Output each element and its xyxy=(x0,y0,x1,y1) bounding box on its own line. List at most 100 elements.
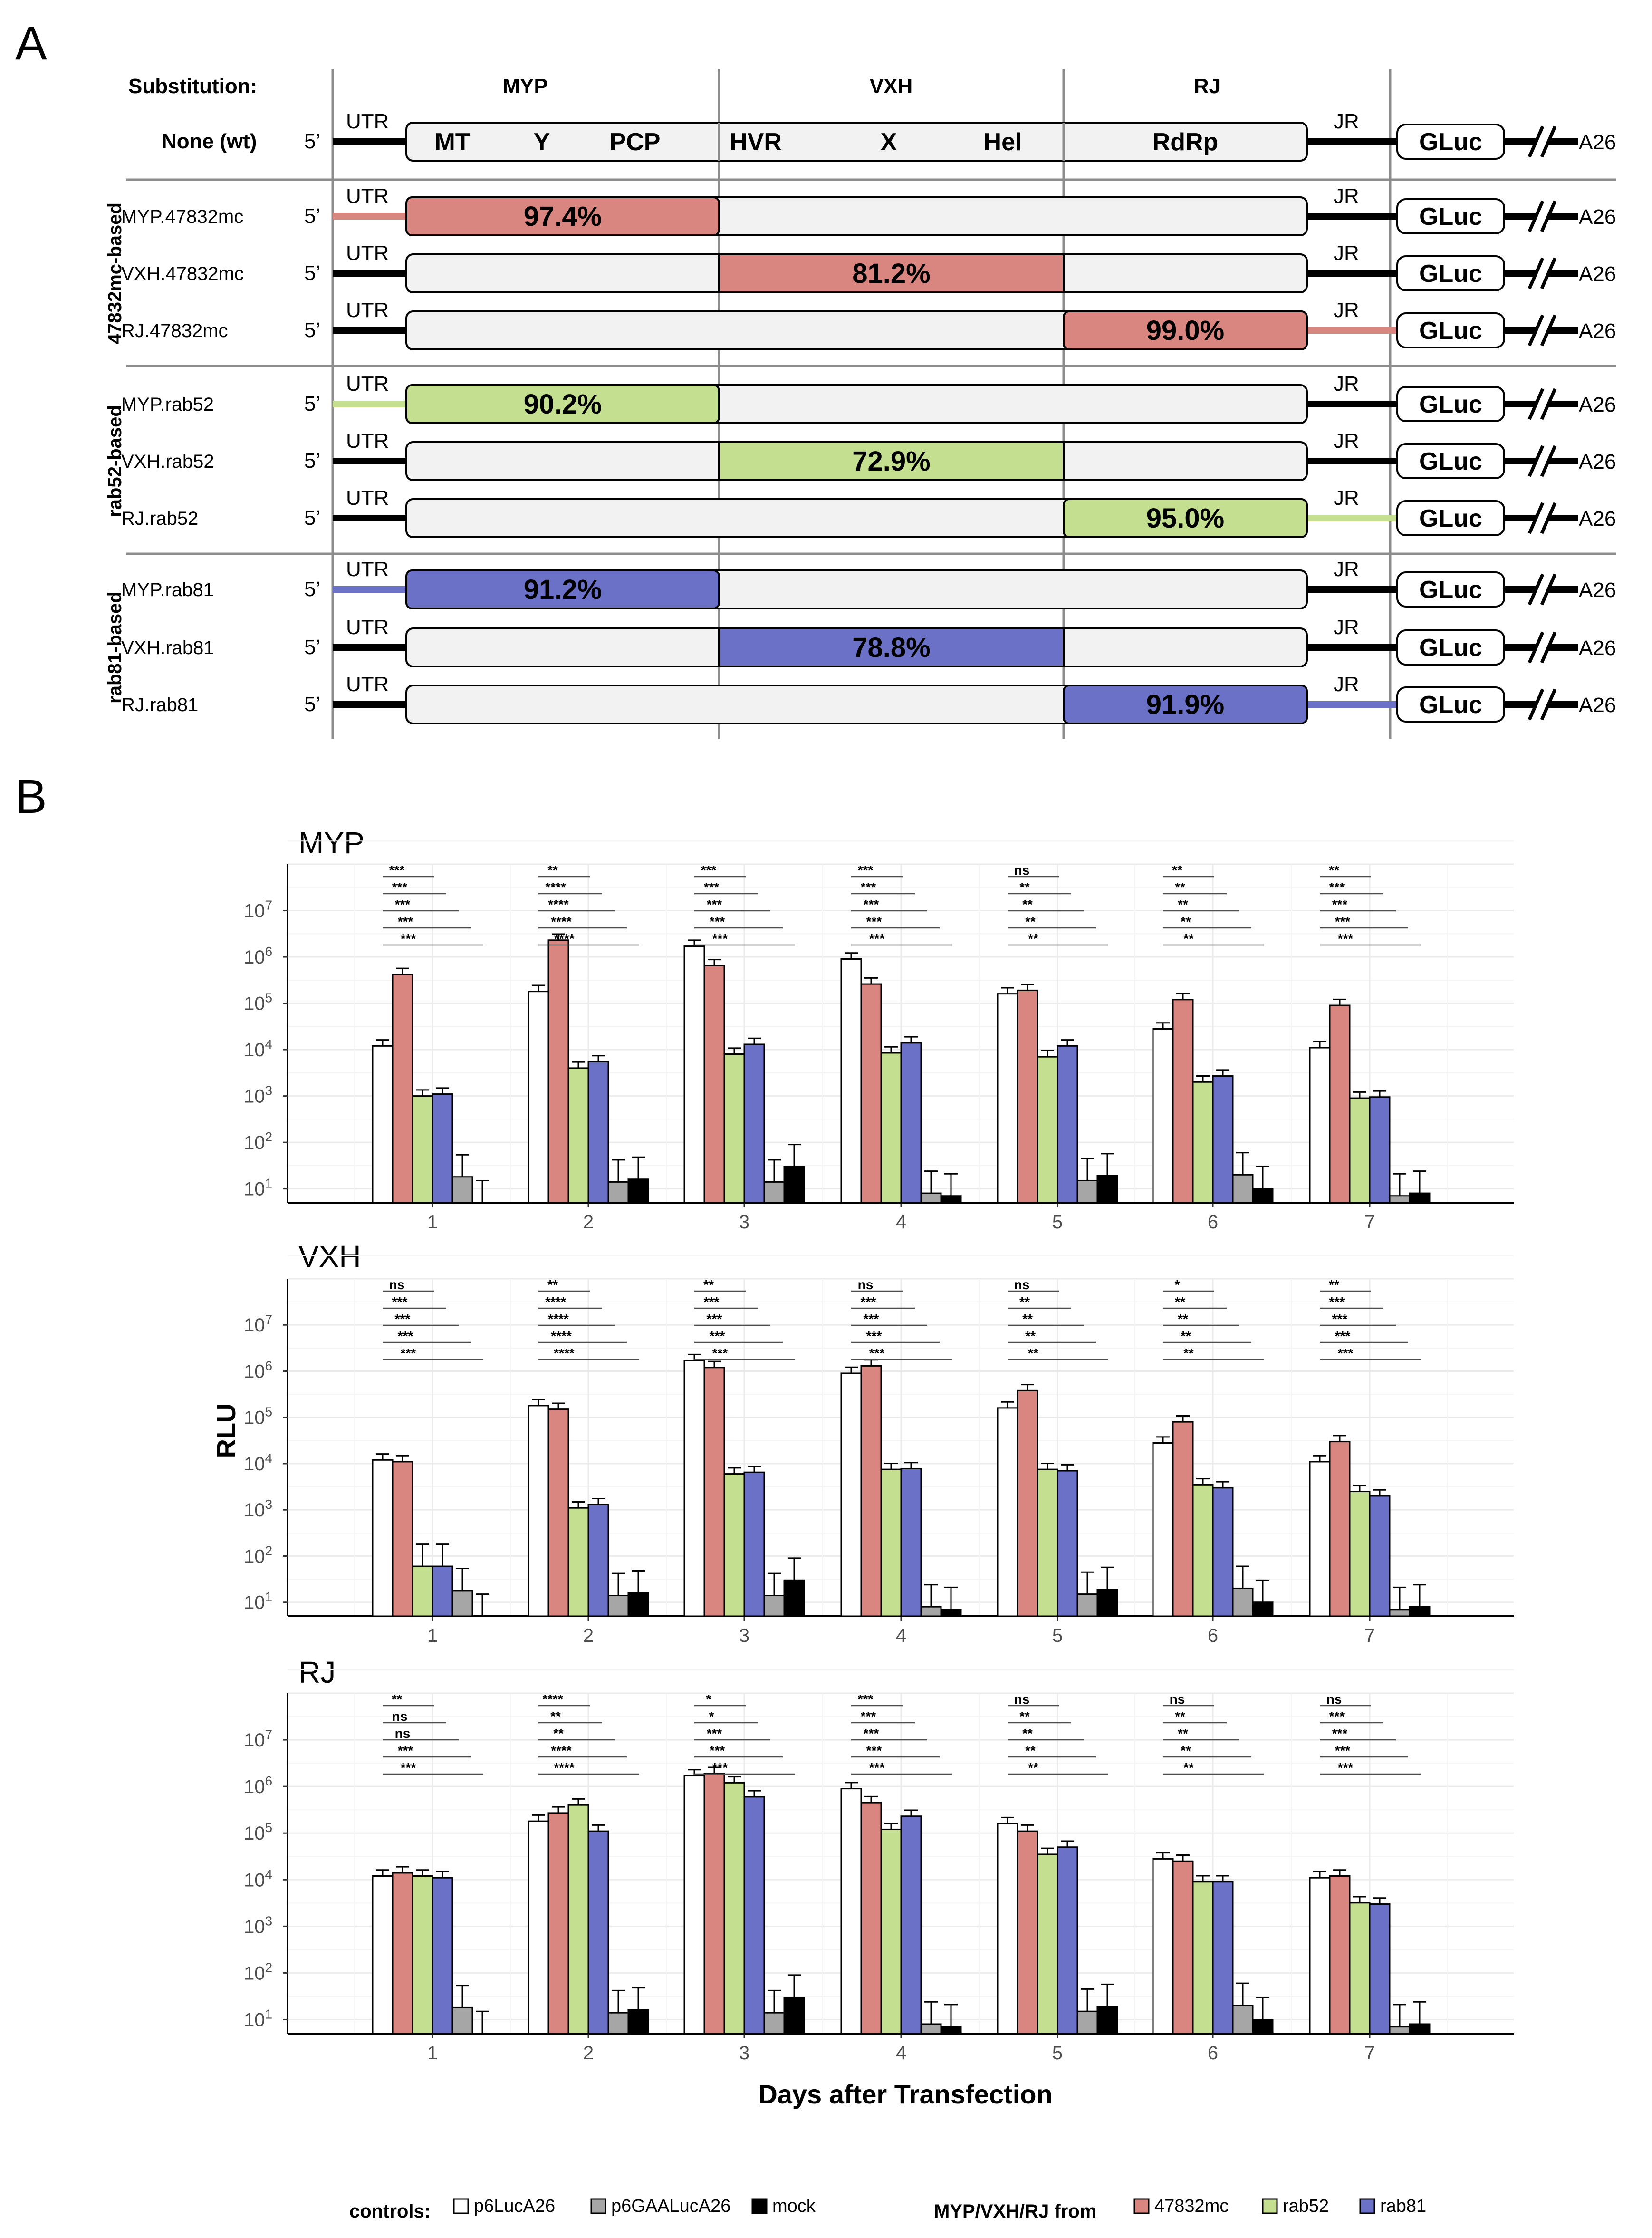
significance-label: ** xyxy=(1178,897,1188,912)
significance-label: *** xyxy=(1335,914,1351,929)
bar-47832mc xyxy=(547,1408,569,1617)
bar-p6LucA26 xyxy=(683,1360,705,1617)
significance-label: **** xyxy=(554,1346,575,1360)
bar-47832mc xyxy=(1017,1830,1038,2035)
significance-label: ** xyxy=(703,1277,714,1292)
five-prime-label: 5’ xyxy=(304,130,320,153)
x-tick-label: 7 xyxy=(1364,1212,1375,1233)
significance-label: *** xyxy=(392,880,408,895)
bar-47832mc xyxy=(1329,1004,1351,1204)
bar-rab52 xyxy=(1192,1881,1214,2035)
x-tick-label: 3 xyxy=(739,1625,749,1646)
identity-percent: 81.2% xyxy=(852,258,930,289)
bar-rab81 xyxy=(743,1043,765,1204)
bar-rab52 xyxy=(880,1468,902,1617)
substituted-region xyxy=(718,253,1065,293)
significance-label: **** xyxy=(554,931,575,946)
bar-p6LucA26 xyxy=(997,1407,1018,1617)
x-tick-label: 5 xyxy=(1052,2043,1063,2064)
bar-rab52 xyxy=(412,1875,433,2035)
significance-label: *** xyxy=(712,1346,728,1360)
legend-swatch-rab81 xyxy=(1359,2198,1375,2214)
y-tick-label: 105 xyxy=(244,991,272,1014)
bar-p6LucA26 xyxy=(528,1820,549,2035)
significance-label: ** xyxy=(1028,931,1038,946)
bar-p6LucA26 xyxy=(528,991,549,1204)
significance-label: ** xyxy=(1022,1726,1033,1741)
x-tick-label: 2 xyxy=(583,1625,594,1646)
bar-47832mc xyxy=(860,983,882,1204)
x-tick-label: 1 xyxy=(427,2043,438,2064)
header-myp: MYP xyxy=(502,75,547,98)
bar-rab81 xyxy=(1212,1881,1234,2035)
legend-swatch-47832mc xyxy=(1133,2198,1150,2214)
five-prime-label: 5’ xyxy=(304,318,320,342)
bar-p6GAALucA26 xyxy=(1232,2005,1254,2035)
bar-mock xyxy=(783,1997,805,2035)
significance-label: **** xyxy=(542,1692,563,1707)
identity-percent: 78.8% xyxy=(852,632,930,663)
significance-label: ** xyxy=(553,1726,564,1741)
legend-swatch-mock xyxy=(751,2198,768,2214)
gluc-label: GLuc xyxy=(1419,691,1482,719)
y-tick-label: 102 xyxy=(244,1960,272,1984)
legend-swatch-rab52 xyxy=(1262,2198,1278,2214)
utr-label: UTR xyxy=(346,673,389,696)
break-mark xyxy=(1527,502,1545,534)
gluc-label: GLuc xyxy=(1419,391,1482,418)
scheme-row: VXH.rab52 5’ UTR JR 72.9% GLuc A26 xyxy=(121,429,1616,481)
identity-percent: 99.0% xyxy=(1146,315,1224,346)
significance-label: *** xyxy=(1332,1726,1348,1741)
substituted-region xyxy=(405,196,720,236)
substituted-region xyxy=(405,569,720,609)
break-mark xyxy=(1540,631,1557,664)
significance-label: **** xyxy=(545,880,566,895)
x-tick-label: 2 xyxy=(583,1212,594,1233)
break-mark xyxy=(1540,200,1557,232)
x-tick-label: 5 xyxy=(1052,1212,1063,1233)
jr-label: JR xyxy=(1334,616,1359,639)
bar-mock xyxy=(940,1609,962,1617)
significance-label: ** xyxy=(1172,863,1182,878)
jr-label: JR xyxy=(1334,184,1359,208)
polyprotein-box xyxy=(405,122,1308,162)
bar-mock xyxy=(940,2026,962,2035)
y-axis-label: RLU xyxy=(211,1403,241,1458)
significance-label: ** xyxy=(1028,1760,1038,1775)
significance-label: **** xyxy=(551,1743,572,1758)
substitution-label: Substitution: xyxy=(128,75,257,98)
bar-rab52 xyxy=(880,1828,902,2035)
x-tick-label: 4 xyxy=(896,1625,906,1646)
bar-p6GAALucA26 xyxy=(1076,1593,1098,1617)
significance-label: *** xyxy=(864,1312,879,1326)
significance-label: * xyxy=(709,1709,714,1724)
significance-label: *** xyxy=(710,914,725,929)
bar-mock xyxy=(627,1178,649,1204)
scheme-row: MYP.47832mc 5’ UTR JR 97.4% GLuc A26 xyxy=(121,184,1616,236)
significance-label: **** xyxy=(548,897,569,912)
row-label: RJ.rab52 xyxy=(121,508,198,529)
legend-label: p6GAALucA26 xyxy=(611,2196,730,2216)
bar-rab52 xyxy=(567,1507,589,1617)
identity-percent: 72.9% xyxy=(852,446,930,477)
significance-label: ** xyxy=(1178,1726,1188,1741)
panel-b: B RLU Days after Transfection MYP 101 102 1… xyxy=(15,770,1514,2109)
bar-p6GAALucA26 xyxy=(1232,1587,1254,1617)
bar-rab81 xyxy=(1369,1096,1391,1204)
significance-label: ** xyxy=(1019,1709,1030,1724)
y-tick-label: 106 xyxy=(244,1774,272,1797)
group-label: 47832mc-based xyxy=(105,203,125,344)
y-tick-label: 103 xyxy=(244,1497,272,1521)
bar-rab52 xyxy=(1037,1056,1058,1204)
bar-mock xyxy=(1409,1192,1431,1204)
five-prime-label: 5’ xyxy=(304,392,320,415)
significance-label: ** xyxy=(1181,1743,1191,1758)
y-tick-label: 107 xyxy=(244,1312,272,1336)
legend-label: 47832mc xyxy=(1154,2196,1229,2216)
significance-label: ** xyxy=(1175,1709,1185,1724)
bar-rab81 xyxy=(1369,1495,1391,1617)
bar-rab81 xyxy=(587,1061,609,1204)
x-tick-label: 2 xyxy=(583,2043,594,2064)
polya-label: A26 xyxy=(1579,319,1616,343)
significance-label: *** xyxy=(1338,931,1354,946)
